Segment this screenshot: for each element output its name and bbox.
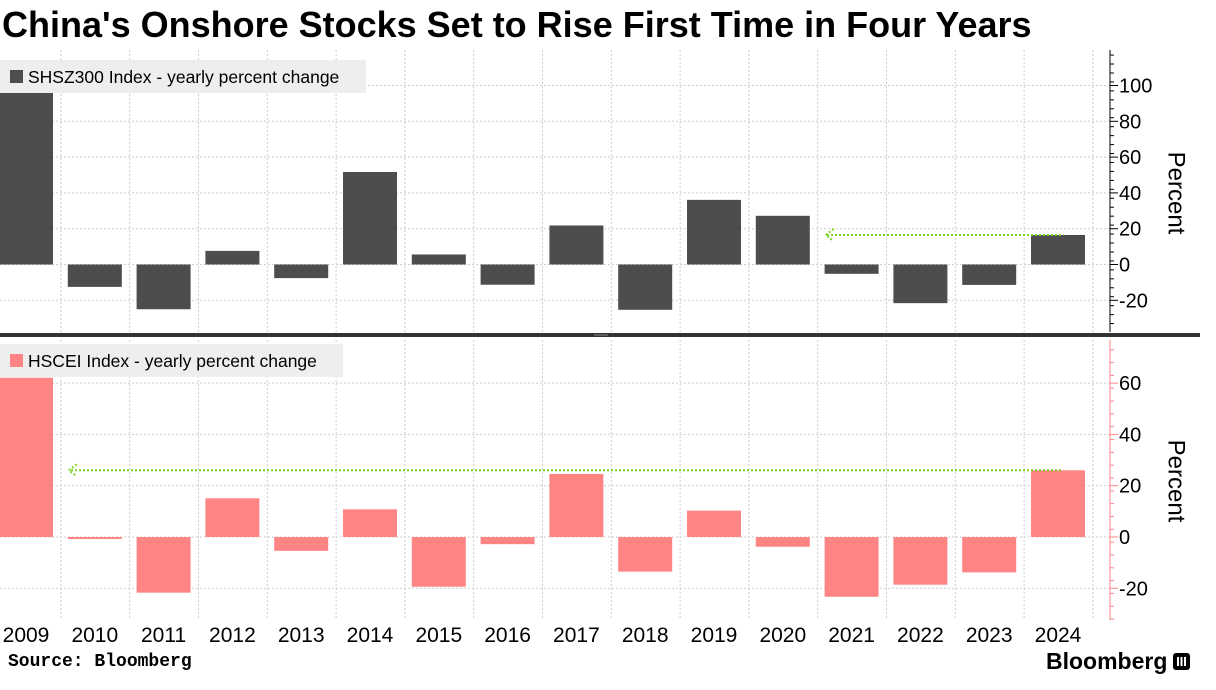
- bar-2014: [343, 509, 397, 537]
- bar-2023: [962, 264, 1017, 285]
- bar-2020: [755, 537, 810, 547]
- bar-2021: [824, 537, 879, 597]
- chart-title: China's Onshore Stocks Set to Rise First…: [2, 4, 1032, 45]
- x-tick-label-2017: 2017: [553, 624, 600, 647]
- x-tick-label-2024: 2024: [1035, 624, 1082, 647]
- x-tick-label-2018: 2018: [622, 624, 669, 647]
- x-tick-label-2021: 2021: [828, 624, 875, 647]
- y-tick-label: 60: [1119, 147, 1141, 169]
- x-tick-label-2020: 2020: [759, 624, 806, 647]
- bar-2020: [755, 215, 810, 265]
- y-tick-label: 80: [1119, 111, 1141, 133]
- x-tick-label-2010: 2010: [71, 624, 118, 647]
- x-tick-label-2009: 2009: [3, 624, 50, 647]
- y-axis-title: Percent: [1163, 440, 1190, 523]
- bar-2015: [411, 254, 466, 265]
- y-tick-label: -20: [1119, 290, 1148, 312]
- x-tick-label-2016: 2016: [484, 624, 531, 647]
- x-tick-label-2015: 2015: [415, 624, 462, 647]
- x-tick-label-2013: 2013: [278, 624, 325, 647]
- bar-2012: [205, 250, 260, 265]
- legend-box: [0, 344, 343, 377]
- bar-2010: [67, 537, 122, 540]
- bar-2022: [893, 264, 948, 304]
- legend-box: [0, 60, 366, 93]
- bar-2019: [687, 510, 741, 537]
- bar-2018: [618, 264, 673, 310]
- legend-label: HSCEI Index - yearly percent change: [28, 351, 317, 371]
- bar-2018: [618, 537, 673, 572]
- y-tick-label: 20: [1119, 219, 1141, 241]
- y-tick-label: 100: [1119, 76, 1152, 98]
- x-tick-label-2022: 2022: [897, 624, 944, 647]
- bar-2009: [0, 91, 53, 265]
- y-tick-label: 0: [1119, 527, 1130, 549]
- bar-2012: [205, 498, 260, 537]
- bar-2017: [549, 225, 604, 265]
- brand-name: Bloomberg: [1046, 648, 1168, 674]
- bar-2011: [136, 264, 191, 310]
- bar-2019: [687, 199, 741, 265]
- y-axis-title: Percent: [1163, 152, 1190, 235]
- y-tick-label: 60: [1119, 373, 1141, 395]
- x-tick-label-2023: 2023: [966, 624, 1013, 647]
- bar-2016: [480, 264, 535, 285]
- bloomberg-terminal-icon: [1173, 652, 1191, 670]
- y-tick-label: -20: [1119, 578, 1148, 600]
- bar-2011: [136, 537, 191, 593]
- legend-swatch: [10, 354, 23, 367]
- bar-2017: [549, 473, 604, 537]
- bar-2009: [0, 377, 53, 537]
- bar-2015: [411, 537, 466, 587]
- legend-label: SHSZ300 Index - yearly percent change: [28, 67, 339, 87]
- y-tick-label: 40: [1119, 424, 1141, 446]
- x-tick-label-2012: 2012: [209, 624, 256, 647]
- annotation-arrow-head: [823, 228, 835, 242]
- bar-2024: [1031, 470, 1085, 537]
- bar-2016: [480, 537, 535, 545]
- x-tick-label-2014: 2014: [347, 624, 394, 647]
- bar-2024: [1031, 234, 1085, 265]
- bar-2013: [274, 264, 329, 279]
- brand-logo: Bloomberg: [1046, 646, 1191, 676]
- x-tick-label-2019: 2019: [691, 624, 738, 647]
- y-tick-label: 0: [1119, 255, 1130, 277]
- bar-2023: [962, 537, 1017, 573]
- bar-2022: [893, 537, 948, 585]
- bar-2014: [343, 171, 397, 265]
- bar-2021: [824, 264, 879, 274]
- source-note: Source: Bloomberg: [8, 652, 192, 672]
- legend-swatch: [10, 70, 23, 83]
- bar-2013: [274, 537, 329, 551]
- x-tick-label-2011: 2011: [141, 624, 186, 647]
- y-tick-label: 40: [1119, 183, 1141, 205]
- y-tick-label: 20: [1119, 476, 1141, 498]
- bar-2010: [67, 264, 122, 287]
- annotation-arrow-head: [67, 463, 78, 478]
